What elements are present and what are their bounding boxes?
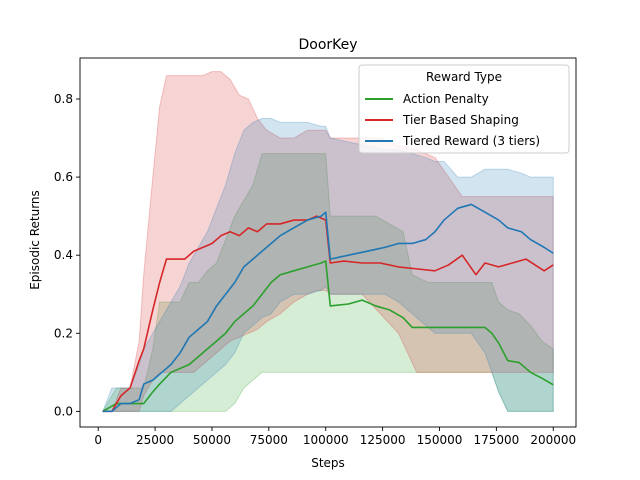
series-group bbox=[101, 71, 554, 413]
chart-title: DoorKey bbox=[298, 37, 357, 53]
x-tick-label: 175000 bbox=[473, 433, 519, 447]
y-tick-label: 0.2 bbox=[54, 326, 73, 340]
y-tick-label: 0.6 bbox=[54, 170, 73, 184]
axes-frame bbox=[79, 57, 577, 428]
x-tick-label: 200000 bbox=[530, 433, 576, 447]
y-axis-label: Episodic Returns bbox=[28, 190, 42, 290]
y-tick-label: 0.8 bbox=[54, 92, 73, 106]
legend: Reward Type Action Penalty Tier Based Shap… bbox=[358, 64, 570, 154]
y-tick-label: 0.0 bbox=[54, 404, 73, 418]
band-tiered-reward-3-tiers bbox=[102, 118, 554, 412]
legend-label-tiered-reward-3-tiers: Tiered Reward (3 tiers) bbox=[402, 134, 540, 148]
y-tick-label: 0.4 bbox=[54, 248, 73, 262]
x-tick-label: 50000 bbox=[193, 433, 231, 447]
axes: 0 25000 50000 75000 100000 125000 150000 175000… bbox=[54, 57, 577, 447]
line-tiered-reward-3-tiers bbox=[102, 203, 554, 413]
x-tick-label: 125000 bbox=[360, 433, 406, 447]
x-tick-label: 25000 bbox=[136, 433, 174, 447]
plot-area bbox=[101, 71, 554, 413]
legend-title: Reward Type bbox=[426, 70, 502, 84]
x-tick-label: 75000 bbox=[250, 433, 288, 447]
legend-box bbox=[358, 64, 570, 154]
x-tick-label: 100000 bbox=[303, 433, 349, 447]
legend-label-tier-based-shaping: Tier Based Shaping bbox=[402, 113, 519, 127]
line-tier-based-shaping bbox=[102, 215, 554, 413]
x-tick-label: 150000 bbox=[417, 433, 463, 447]
x-axis-label: Steps bbox=[311, 456, 345, 470]
line-action-penalty bbox=[102, 260, 554, 413]
x-tick-label: 0 bbox=[94, 433, 102, 447]
legend-label-action-penalty: Action Penalty bbox=[403, 92, 489, 106]
